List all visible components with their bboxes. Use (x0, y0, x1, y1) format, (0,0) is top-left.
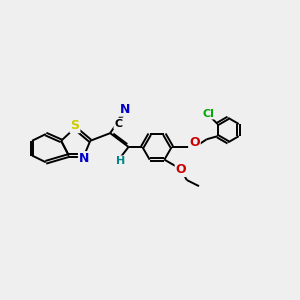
Text: H: H (116, 156, 125, 166)
Text: Cl: Cl (202, 109, 214, 118)
Text: S: S (70, 119, 80, 132)
Text: O: O (189, 136, 200, 149)
Text: N: N (120, 103, 130, 116)
Text: N: N (79, 152, 89, 165)
Text: O: O (176, 163, 186, 176)
Text: C: C (114, 118, 122, 129)
